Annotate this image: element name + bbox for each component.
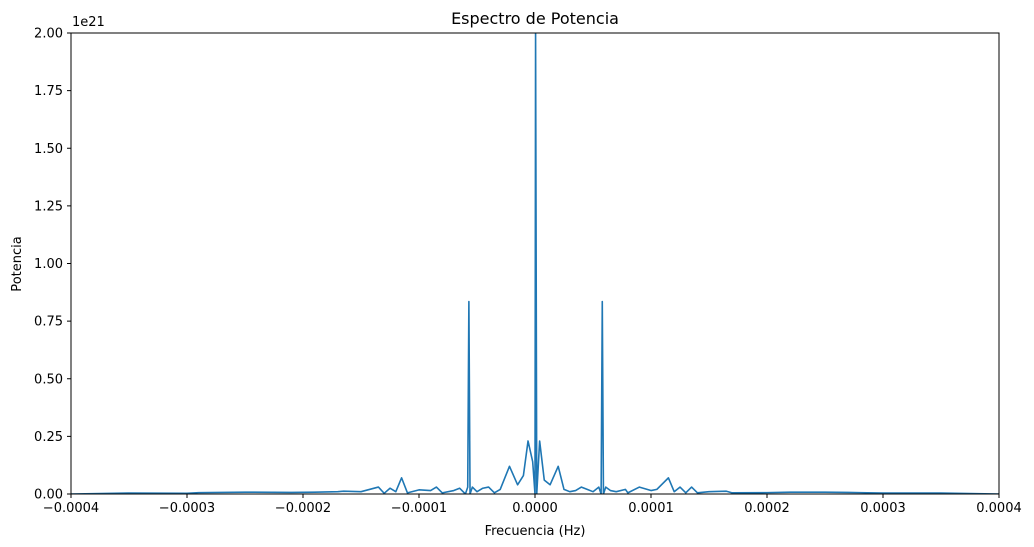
y-tick-label: 0.75 [34,315,63,330]
series-line-0 [71,33,999,494]
y-tick-label: 0.25 [34,430,63,445]
y-tick-label: 1.25 [34,199,63,214]
x-tick-label: 0.0004 [976,501,1022,516]
y-tick-label: 2.00 [34,27,63,42]
chart-title: Espectro de Potencia [451,9,619,28]
y-offset-label: 1e21 [72,15,105,30]
x-tick-label: −0.0004 [43,501,99,516]
y-tick-label: 0.00 [34,488,63,503]
x-tick-label: −0.0001 [391,501,447,516]
x-tick-label: 0.0001 [628,501,674,516]
x-tick-label: −0.0002 [275,501,331,516]
x-axis-ticks: −0.0004 −0.0003 −0.0002 −0.0001 0.0000 0.0001… [43,494,1022,516]
y-tick-label: 1.50 [34,142,63,157]
y-tick-label: 1.00 [34,257,63,272]
x-axis-label: Frecuencia (Hz) [485,524,586,539]
x-tick-label: 0.0002 [744,501,790,516]
y-axis-label: Potencia [10,236,25,291]
plot-area [70,32,1000,495]
y-tick-label: 0.50 [34,372,63,387]
x-tick-label: 0.0000 [512,501,558,516]
y-tick-label: 1.75 [34,84,63,99]
x-tick-label: 0.0003 [860,501,906,516]
x-tick-label: −0.0003 [159,501,215,516]
y-axis-ticks: 0.00 0.25 0.50 0.75 1.00 1.25 1.50 1.75 2.00 [34,27,71,503]
